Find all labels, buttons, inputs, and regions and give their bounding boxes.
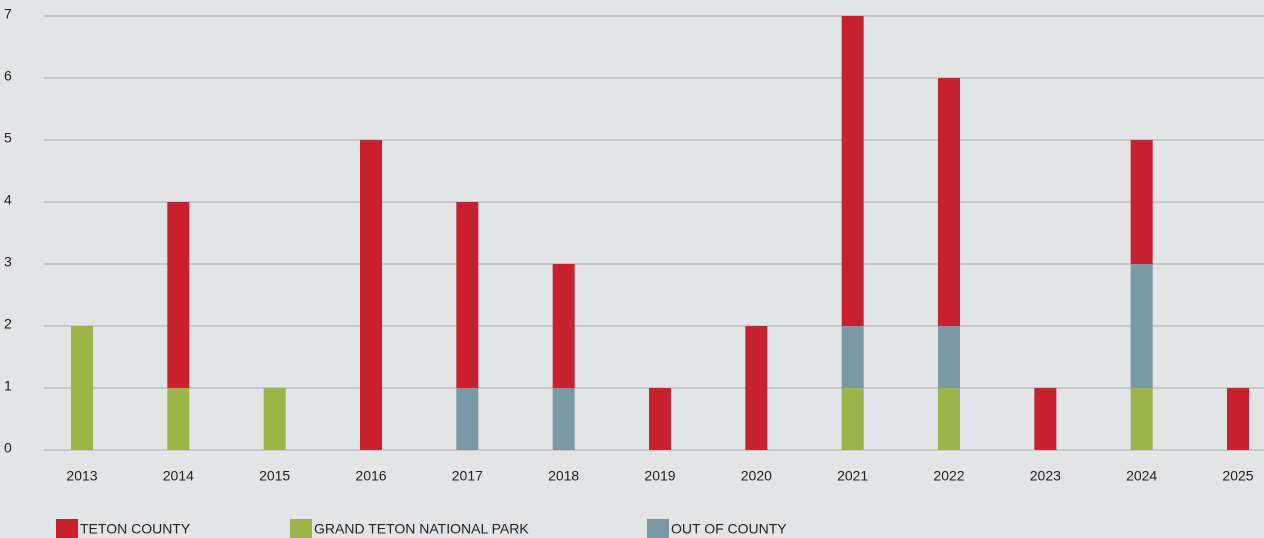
bar-segment: [745, 326, 768, 450]
legend-swatch: [647, 519, 669, 538]
y-tick-label: 0: [4, 440, 12, 456]
legend-swatch: [56, 519, 78, 538]
y-tick-label: 4: [4, 192, 12, 208]
legend-label: TETON COUNTY: [80, 521, 191, 537]
x-tick-label: 2018: [548, 468, 579, 484]
bar-segment: [1130, 264, 1153, 388]
bar-segment: [71, 326, 93, 450]
bar-segment: [1130, 388, 1153, 450]
x-tick-label: 2025: [1222, 468, 1253, 484]
bar-segment: [456, 388, 479, 450]
x-tick-label: 2024: [1126, 468, 1157, 484]
bar-segment: [167, 388, 190, 450]
bar-segment: [938, 78, 960, 326]
x-tick-label: 2013: [66, 468, 97, 484]
legend-label: GRAND TETON NATIONAL PARK: [314, 521, 529, 537]
bar-segment: [841, 16, 864, 326]
x-tick-label: 2022: [933, 468, 964, 484]
y-tick-label: 2: [4, 316, 12, 332]
bar-segment: [1130, 140, 1153, 264]
bar-segment: [841, 388, 864, 450]
x-tick-label: 2014: [163, 468, 194, 484]
y-tick-label: 3: [4, 254, 12, 270]
bar-segment: [1227, 388, 1249, 450]
bar-segment: [263, 388, 286, 450]
y-tick-label: 6: [4, 68, 12, 84]
bar-segment: [1034, 388, 1057, 450]
bar-segment: [167, 202, 190, 388]
x-tick-label: 2019: [644, 468, 675, 484]
x-tick-label: 2023: [1030, 468, 1061, 484]
bar-segment: [456, 202, 479, 388]
bar-segment: [552, 264, 575, 388]
x-tick-label: 2017: [452, 468, 483, 484]
bar-segment: [360, 140, 382, 450]
x-tick-label: 2015: [259, 468, 290, 484]
y-tick-label: 1: [4, 378, 12, 394]
legend-swatch: [290, 519, 312, 538]
bar-segment: [938, 388, 960, 450]
y-tick-label: 7: [4, 6, 12, 22]
bar-segment: [649, 388, 671, 450]
bar-segment: [938, 326, 960, 388]
bar-segment: [841, 326, 864, 388]
x-tick-label: 2016: [355, 468, 386, 484]
y-tick-label: 5: [4, 130, 12, 146]
legend-label: OUT OF COUNTY: [671, 521, 787, 537]
x-tick-label: 2021: [837, 468, 868, 484]
x-tick-label: 2020: [741, 468, 772, 484]
bar-segment: [552, 388, 575, 450]
